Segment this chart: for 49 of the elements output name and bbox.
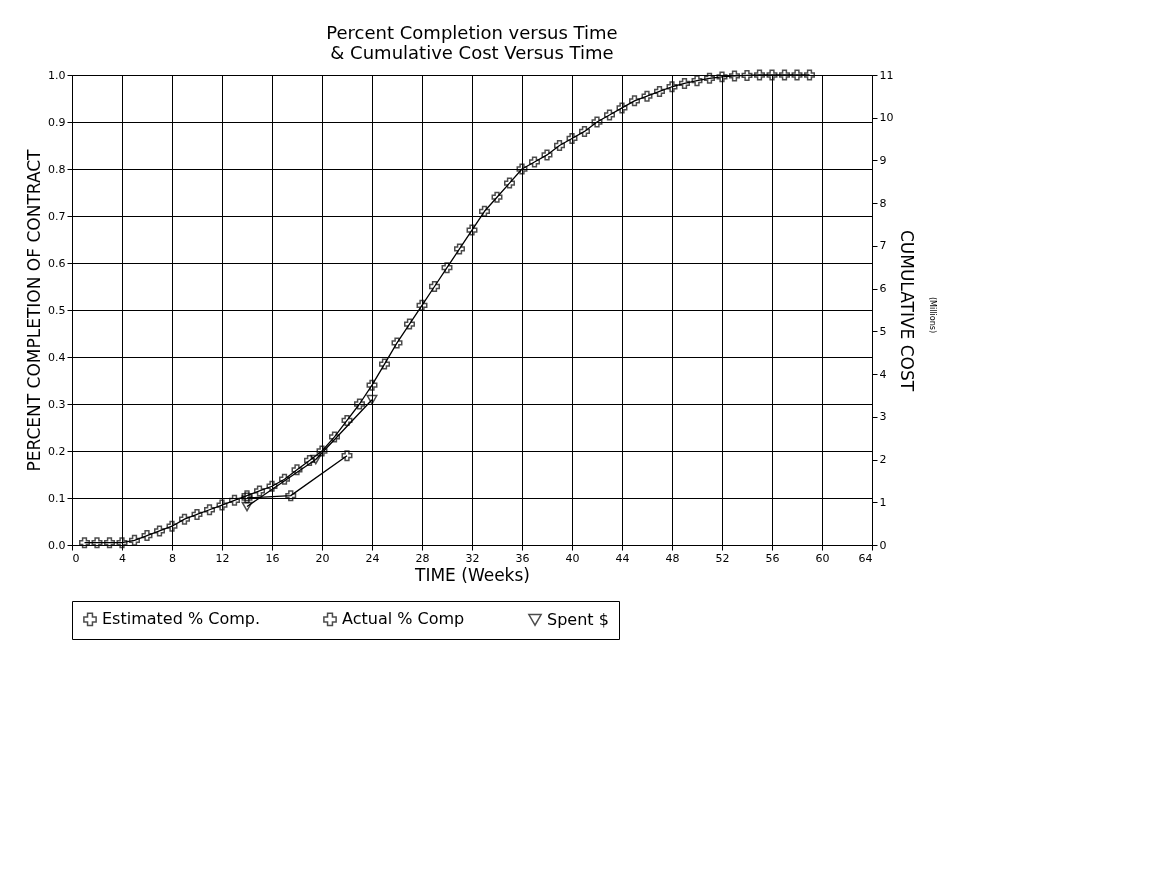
- y-tick-label: 0.5: [48, 303, 66, 317]
- x-tick-label: 56: [765, 551, 780, 565]
- y2-tick-label: 8: [879, 196, 887, 210]
- x-tick-label: 0: [72, 551, 80, 565]
- y-tick-label: 0.2: [48, 444, 66, 458]
- x-tick-label: 44: [615, 551, 630, 565]
- x-tick-label: 28: [415, 551, 430, 565]
- x-tick-label: 60: [815, 551, 830, 565]
- y2-tick-label: 10: [879, 111, 894, 125]
- y2-tick-label: 3: [879, 410, 887, 424]
- y2-tick-label: 4: [879, 367, 887, 381]
- text: & Cumulative Cost Versus Time: [330, 42, 614, 64]
- y2-tick-label: 5: [879, 324, 887, 338]
- x-tick-label: 12: [215, 551, 230, 565]
- y-tick-label: 0.0: [48, 538, 66, 552]
- y-axis-title: PERCENT COMPLETION OF CONTRACT: [24, 148, 45, 472]
- x-tick-label: 64: [858, 551, 873, 565]
- y-tick-label: 0.4: [48, 350, 66, 364]
- text: Percent Completion versus Time: [326, 22, 618, 44]
- x-tick-label: 36: [515, 551, 530, 565]
- x-tick-label: 52: [715, 551, 730, 565]
- y2-tick-label: 2: [879, 453, 887, 467]
- y2-tick-label: 11: [879, 68, 894, 82]
- x-tick-label: 4: [119, 551, 126, 565]
- x-tick-label: 16: [265, 551, 280, 565]
- y-tick-label: 0.3: [48, 397, 66, 411]
- x-tick-label: 40: [565, 551, 580, 565]
- y2-tick-label: 1: [879, 495, 887, 509]
- y-tick-label: 0.8: [48, 162, 66, 176]
- text: (Millions): [928, 296, 937, 334]
- y2-tick-label: 9: [879, 153, 887, 167]
- x-tick-label: 24: [365, 551, 380, 565]
- y-tick-label: 1.0: [48, 68, 66, 82]
- y-tick-label: 0.9: [48, 115, 66, 129]
- y2-tick-label: 6: [879, 282, 887, 296]
- legend-label: Actual % Comp: [342, 609, 465, 629]
- x-tick-label: 8: [169, 551, 176, 565]
- y2-axis-title: CUMULATIVE COST: [897, 229, 918, 392]
- y2-tick-label: 0: [879, 538, 887, 552]
- x-axis-title: TIME (Weeks): [414, 564, 530, 585]
- legend-label: Spent $: [547, 609, 609, 629]
- y-tick-label: 0.1: [48, 491, 66, 505]
- x-tick-label: 48: [665, 551, 680, 565]
- x-tick-label: 20: [315, 551, 330, 565]
- legend-label: Estimated % Comp.: [102, 609, 260, 629]
- y-tick-label: 0.6: [48, 256, 66, 270]
- x-tick-label: 32: [465, 551, 480, 565]
- y2-tick-label: 7: [879, 239, 887, 253]
- y-tick-label: 0.7: [48, 209, 66, 223]
